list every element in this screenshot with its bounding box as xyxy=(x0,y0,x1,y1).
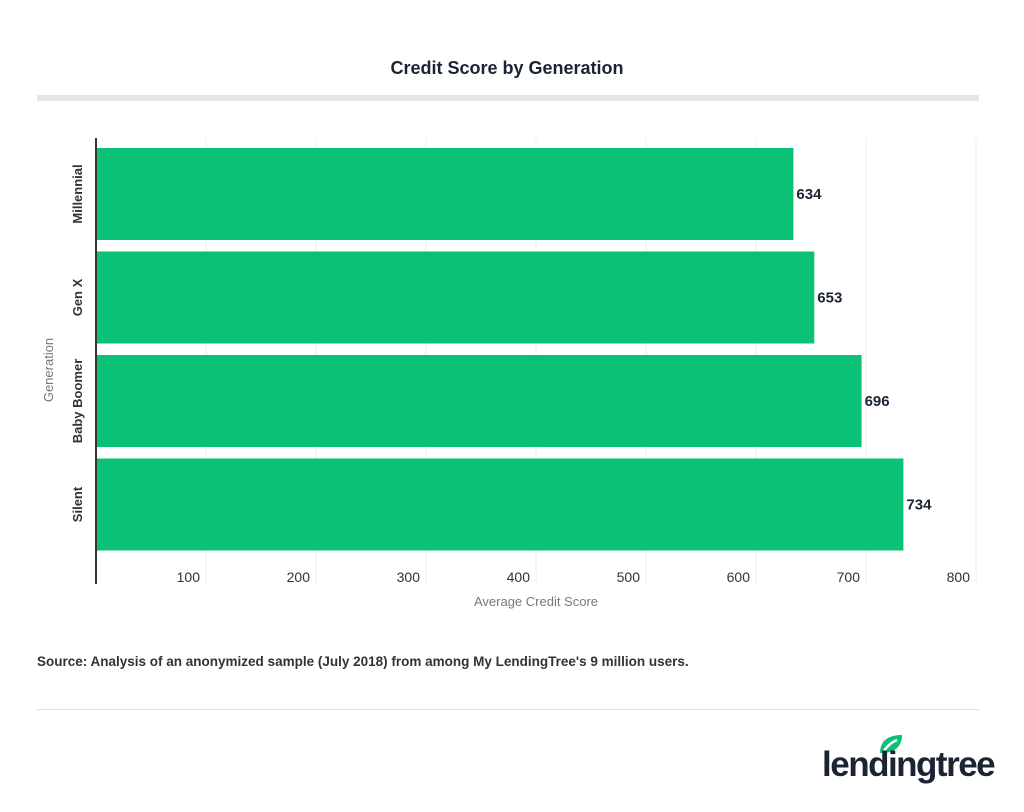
y-tick-label: Millennial xyxy=(70,164,85,223)
bar-millennial xyxy=(96,148,794,240)
leaf-icon xyxy=(880,735,902,753)
x-tick-label: 300 xyxy=(397,569,421,585)
x-tick-label: 700 xyxy=(837,569,861,585)
y-tick-label: Gen X xyxy=(70,278,85,316)
bar-gen-x xyxy=(96,251,815,344)
data-label: 696 xyxy=(865,393,890,410)
x-tick-label: 400 xyxy=(507,569,531,585)
lendingtree-logo: lendingtree xyxy=(822,735,996,785)
x-tick-label: 800 xyxy=(947,569,971,585)
bar-chart: 100 200 300 400 500 600 700 800 634 Millennial 653… xyxy=(41,138,977,609)
x-axis-title: Average Credit Score xyxy=(474,594,598,609)
footer-divider xyxy=(37,709,979,710)
y-axis-title: Generation xyxy=(41,338,56,402)
title-divider xyxy=(37,95,979,101)
y-tick-label: Silent xyxy=(70,486,85,522)
logo-text: lendingtree xyxy=(822,745,996,784)
x-tick-label: 500 xyxy=(617,569,641,585)
bar-silent xyxy=(96,458,904,551)
bar-baby-boomer xyxy=(96,355,862,447)
x-tick-label: 600 xyxy=(727,569,751,585)
source-note: Source: Analysis of an anonymized sample… xyxy=(37,654,689,669)
chart-title: Credit Score by Generation xyxy=(390,58,624,78)
data-label: 653 xyxy=(817,290,842,307)
x-tick-label: 100 xyxy=(177,569,201,585)
data-label: 734 xyxy=(906,497,932,514)
data-label: 634 xyxy=(796,186,822,203)
x-tick-label: 200 xyxy=(287,569,311,585)
y-tick-label: Baby Boomer xyxy=(70,359,85,444)
